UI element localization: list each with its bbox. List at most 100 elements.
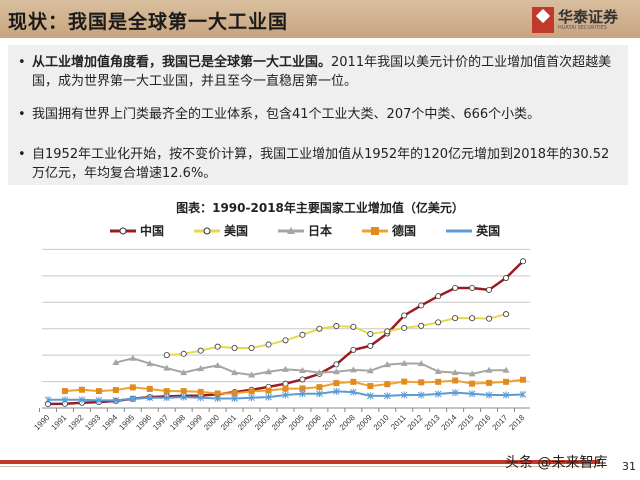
x-tick-label: 1998 <box>168 413 187 432</box>
legend-swatch-japan <box>278 226 305 234</box>
x-tick-label: 2004 <box>270 413 289 432</box>
data-point <box>299 331 306 338</box>
data-point <box>469 380 476 387</box>
x-tick-label: 2006 <box>304 413 323 432</box>
data-point <box>316 390 323 398</box>
bullet-text: 2011年我国以美元计价的工业增加值首次超越美国，成为世界第一大工业国，并且至今… <box>32 55 612 89</box>
data-point <box>451 389 459 397</box>
x-tick-label: 1992 <box>66 413 85 432</box>
x-tick-label: 2002 <box>236 413 255 432</box>
data-point <box>265 341 272 348</box>
x-tick-label: 2014 <box>440 413 459 432</box>
data-point <box>486 286 493 293</box>
legend-item-japan: 日本 <box>278 222 332 239</box>
data-point <box>315 369 323 376</box>
data-point <box>418 322 425 329</box>
slide-header: 现状：我国是全球第一大工业国 华泰证券 HUATAI SECURITIES <box>0 0 640 38</box>
x-tick-label: 2010 <box>372 413 391 432</box>
data-point <box>248 344 255 351</box>
data-point <box>298 366 306 373</box>
data-point <box>486 315 493 322</box>
data-point <box>78 396 86 404</box>
data-point <box>502 366 510 373</box>
bullet-dot: • <box>18 55 26 70</box>
data-point <box>197 365 205 372</box>
data-point <box>435 293 442 300</box>
x-tick-label: 2013 <box>423 413 442 432</box>
chart-title: 图表：1990-2018年主要国家工业增加值（亿美元） <box>176 201 464 215</box>
data-point <box>350 323 357 330</box>
data-point <box>146 360 154 367</box>
x-tick-label: 2001 <box>219 413 238 432</box>
logo-text-en: HUATAI SECURITIES <box>558 24 607 31</box>
data-point <box>265 387 272 394</box>
data-point <box>502 391 510 399</box>
x-tick-label: 1995 <box>117 413 136 432</box>
data-point <box>452 377 459 384</box>
data-point <box>384 328 391 335</box>
legend-item-germany: 德国 <box>362 222 416 239</box>
page-number: 31 <box>622 460 636 473</box>
data-point <box>197 388 204 395</box>
data-point <box>129 354 137 361</box>
bullet-text: 自1952年工业化开始，按不变价计算，我国工业增加值从1952年的120亿元增加… <box>32 147 610 181</box>
data-point <box>520 258 527 265</box>
data-point <box>417 391 425 399</box>
legend-label: 美国 <box>224 224 249 238</box>
data-point <box>469 284 476 291</box>
data-point <box>383 361 391 368</box>
chart-legend: 中国 美国 日本 德国 英国 <box>110 222 500 239</box>
data-point <box>435 319 442 326</box>
data-point <box>197 347 204 354</box>
line-chart: 1990199119921993199419951996199719981999… <box>32 248 530 432</box>
x-tick-label: 2012 <box>406 413 425 432</box>
data-point <box>214 343 221 350</box>
data-point <box>282 365 289 372</box>
legend-item-usa: 美国 <box>194 222 248 239</box>
series-line-2 <box>115 357 507 376</box>
data-point <box>366 392 374 400</box>
data-point <box>333 387 340 395</box>
data-point <box>163 352 170 359</box>
data-point <box>435 378 442 385</box>
data-point <box>503 274 510 281</box>
bullet-item: • 自1952年工业化开始，按不变价计算，我国工业增加值从1952年的120亿元… <box>18 145 618 183</box>
x-tick-label: 1990 <box>32 413 51 432</box>
data-point <box>333 323 340 330</box>
data-point <box>248 394 255 402</box>
bullet-item: • 我国拥有世界上门类最齐全的工业体系，包含41个工业大类、207个中类、666… <box>18 105 618 124</box>
data-point <box>400 391 408 399</box>
data-point <box>44 396 52 404</box>
data-point <box>61 388 68 395</box>
data-point <box>401 378 408 385</box>
data-point <box>214 394 221 402</box>
data-point <box>401 324 408 331</box>
data-point <box>180 393 188 401</box>
bullet-item: • 从工业增加值角度看，我国已是全球第一大工业国。2011年我国以美元计价的工业… <box>18 53 618 91</box>
data-point <box>61 396 69 404</box>
data-point <box>282 391 289 399</box>
data-point <box>452 315 459 322</box>
data-point <box>231 369 239 376</box>
data-point <box>265 393 272 401</box>
data-point <box>367 342 374 349</box>
data-point <box>146 385 153 392</box>
data-point <box>299 376 306 383</box>
data-point <box>163 388 170 395</box>
data-point <box>417 360 425 367</box>
x-tick-label: 2015 <box>457 413 476 432</box>
data-point <box>349 366 357 373</box>
data-point <box>451 369 459 376</box>
data-point <box>78 386 85 393</box>
legend-swatch-china <box>110 227 136 234</box>
data-point <box>112 359 120 366</box>
legend-label: 英国 <box>476 224 501 238</box>
logo-text-cn: 华泰证券 <box>558 7 619 26</box>
data-point <box>434 390 442 398</box>
data-point <box>366 367 374 374</box>
x-tick-label: 2003 <box>253 413 272 432</box>
legend-item-china: 中国 <box>110 222 164 239</box>
data-point <box>265 368 273 375</box>
bullet-bold: 从工业增加值角度看，我国已是全球第一大工业国。 <box>32 55 332 70</box>
data-point <box>485 366 493 373</box>
